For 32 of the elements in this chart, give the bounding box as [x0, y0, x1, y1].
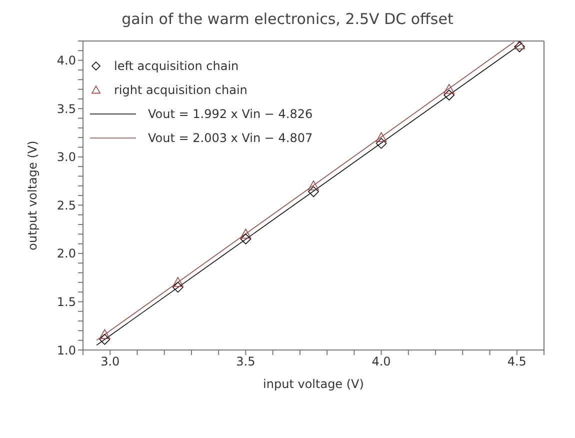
- y-tick-label: 1.0: [56, 343, 76, 358]
- point: [240, 228, 252, 239]
- x-axis-title: input voltage (V): [263, 377, 364, 391]
- y-tick-label: 3.5: [56, 102, 76, 116]
- point: [99, 329, 110, 339]
- legend-label: left acquisition chain: [114, 59, 239, 73]
- y-tick-label: 2.0: [56, 246, 76, 261]
- x-tick-label: 3.0: [100, 354, 120, 369]
- y-tick-label: 4.0: [56, 54, 76, 68]
- y-tick-label: 2.5: [56, 198, 76, 212]
- point: [444, 90, 454, 100]
- x-tick-label: 4.0: [372, 354, 391, 369]
- point: [376, 138, 387, 149]
- y-tick-label: 1.5: [56, 294, 76, 309]
- y-tick-label: 3.0: [56, 150, 76, 164]
- point: [172, 282, 184, 293]
- legend-label: Vout = 2.003 x Vin − 4.807: [148, 131, 313, 145]
- chart-title: gain of the warm electronics, 2.5V DC offset: [120, 10, 454, 28]
- point: [172, 277, 184, 287]
- point: [514, 41, 525, 50]
- point: [99, 334, 110, 345]
- point: [514, 41, 525, 52]
- x-tick-label: 4.5: [507, 354, 526, 369]
- legend-label: right acquisition chain: [114, 83, 248, 97]
- x-tick-label: 3.5: [236, 354, 256, 369]
- point: [376, 132, 387, 142]
- legend-label: Vout = 1.992 x Vin − 4.826: [148, 107, 313, 121]
- y-axis-title: output voltage (V): [25, 140, 40, 250]
- point: [308, 180, 319, 190]
- point: [308, 186, 319, 198]
- point: [240, 234, 252, 244]
- point: [444, 84, 454, 94]
